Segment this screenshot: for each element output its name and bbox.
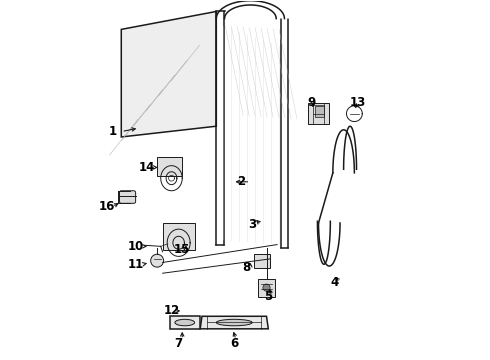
Text: 12: 12 [163,305,180,318]
Text: 1: 1 [108,125,117,138]
Circle shape [263,284,270,291]
Polygon shape [122,12,216,137]
Text: 16: 16 [99,201,115,213]
Text: 9: 9 [307,96,316,109]
Text: 3: 3 [248,218,256,231]
Text: 13: 13 [350,96,366,109]
Text: 2: 2 [237,175,245,188]
Text: 5: 5 [264,290,272,303]
Text: 6: 6 [230,337,238,350]
Text: 8: 8 [243,261,251,274]
Polygon shape [258,279,275,297]
Text: 10: 10 [127,240,144,253]
Text: 4: 4 [331,276,339,289]
Text: 15: 15 [174,243,191,256]
Polygon shape [254,253,270,268]
Polygon shape [170,316,200,329]
FancyBboxPatch shape [120,191,136,203]
Polygon shape [308,103,329,125]
Text: 11: 11 [127,258,144,271]
Polygon shape [315,107,324,117]
Polygon shape [157,157,182,176]
Ellipse shape [175,319,195,326]
Circle shape [151,254,164,267]
Text: 7: 7 [174,337,183,350]
Text: 14: 14 [138,161,154,174]
Polygon shape [200,316,269,329]
Polygon shape [163,223,195,250]
Ellipse shape [216,319,252,326]
